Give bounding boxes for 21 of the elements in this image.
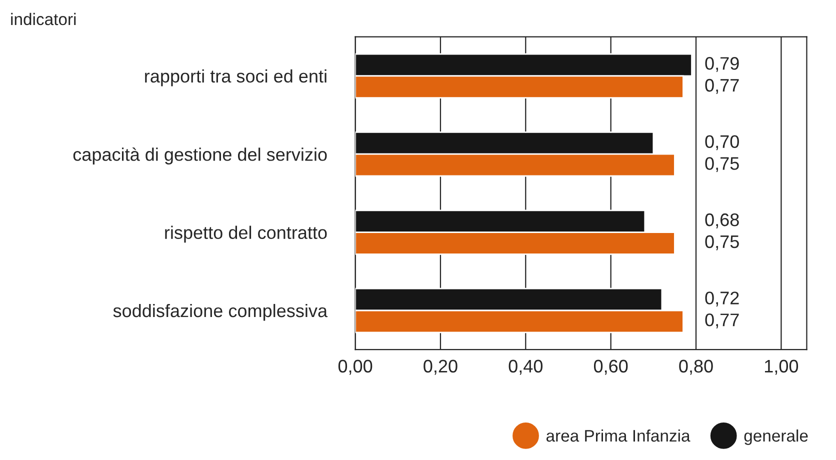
y-axis-title: indicatori <box>11 12 76 26</box>
data-label: 0,79 <box>705 57 739 72</box>
legend-label: generale <box>744 429 808 445</box>
data-label: 0,77 <box>705 78 739 94</box>
data-label: 0,75 <box>705 235 739 250</box>
y-tick-label: soddisfazione complessiva <box>113 304 328 321</box>
x-tick-label: 0,80 <box>679 360 713 375</box>
data-label: 0,68 <box>705 213 739 228</box>
x-tick-label: 0,00 <box>338 360 372 375</box>
legend-label: area Prima Infanzia <box>546 429 690 442</box>
data-label: 0,72 <box>705 292 739 307</box>
data-label: 0,75 <box>705 157 739 172</box>
x-tick-label: 0,60 <box>594 360 628 375</box>
y-tick-label: rispetto del contratto <box>165 226 327 243</box>
x-tick-label: 0,40 <box>508 360 543 375</box>
x-tick-label: 0,20 <box>424 360 458 375</box>
y-tick-label: rapporti tra soci ed enti <box>145 69 326 86</box>
y-tick-label: capacità di gestione del servizio <box>73 147 327 164</box>
data-label: 0,77 <box>705 314 739 328</box>
x-tick-label: 1,00 <box>764 360 798 375</box>
data-label: 0,70 <box>705 135 739 150</box>
